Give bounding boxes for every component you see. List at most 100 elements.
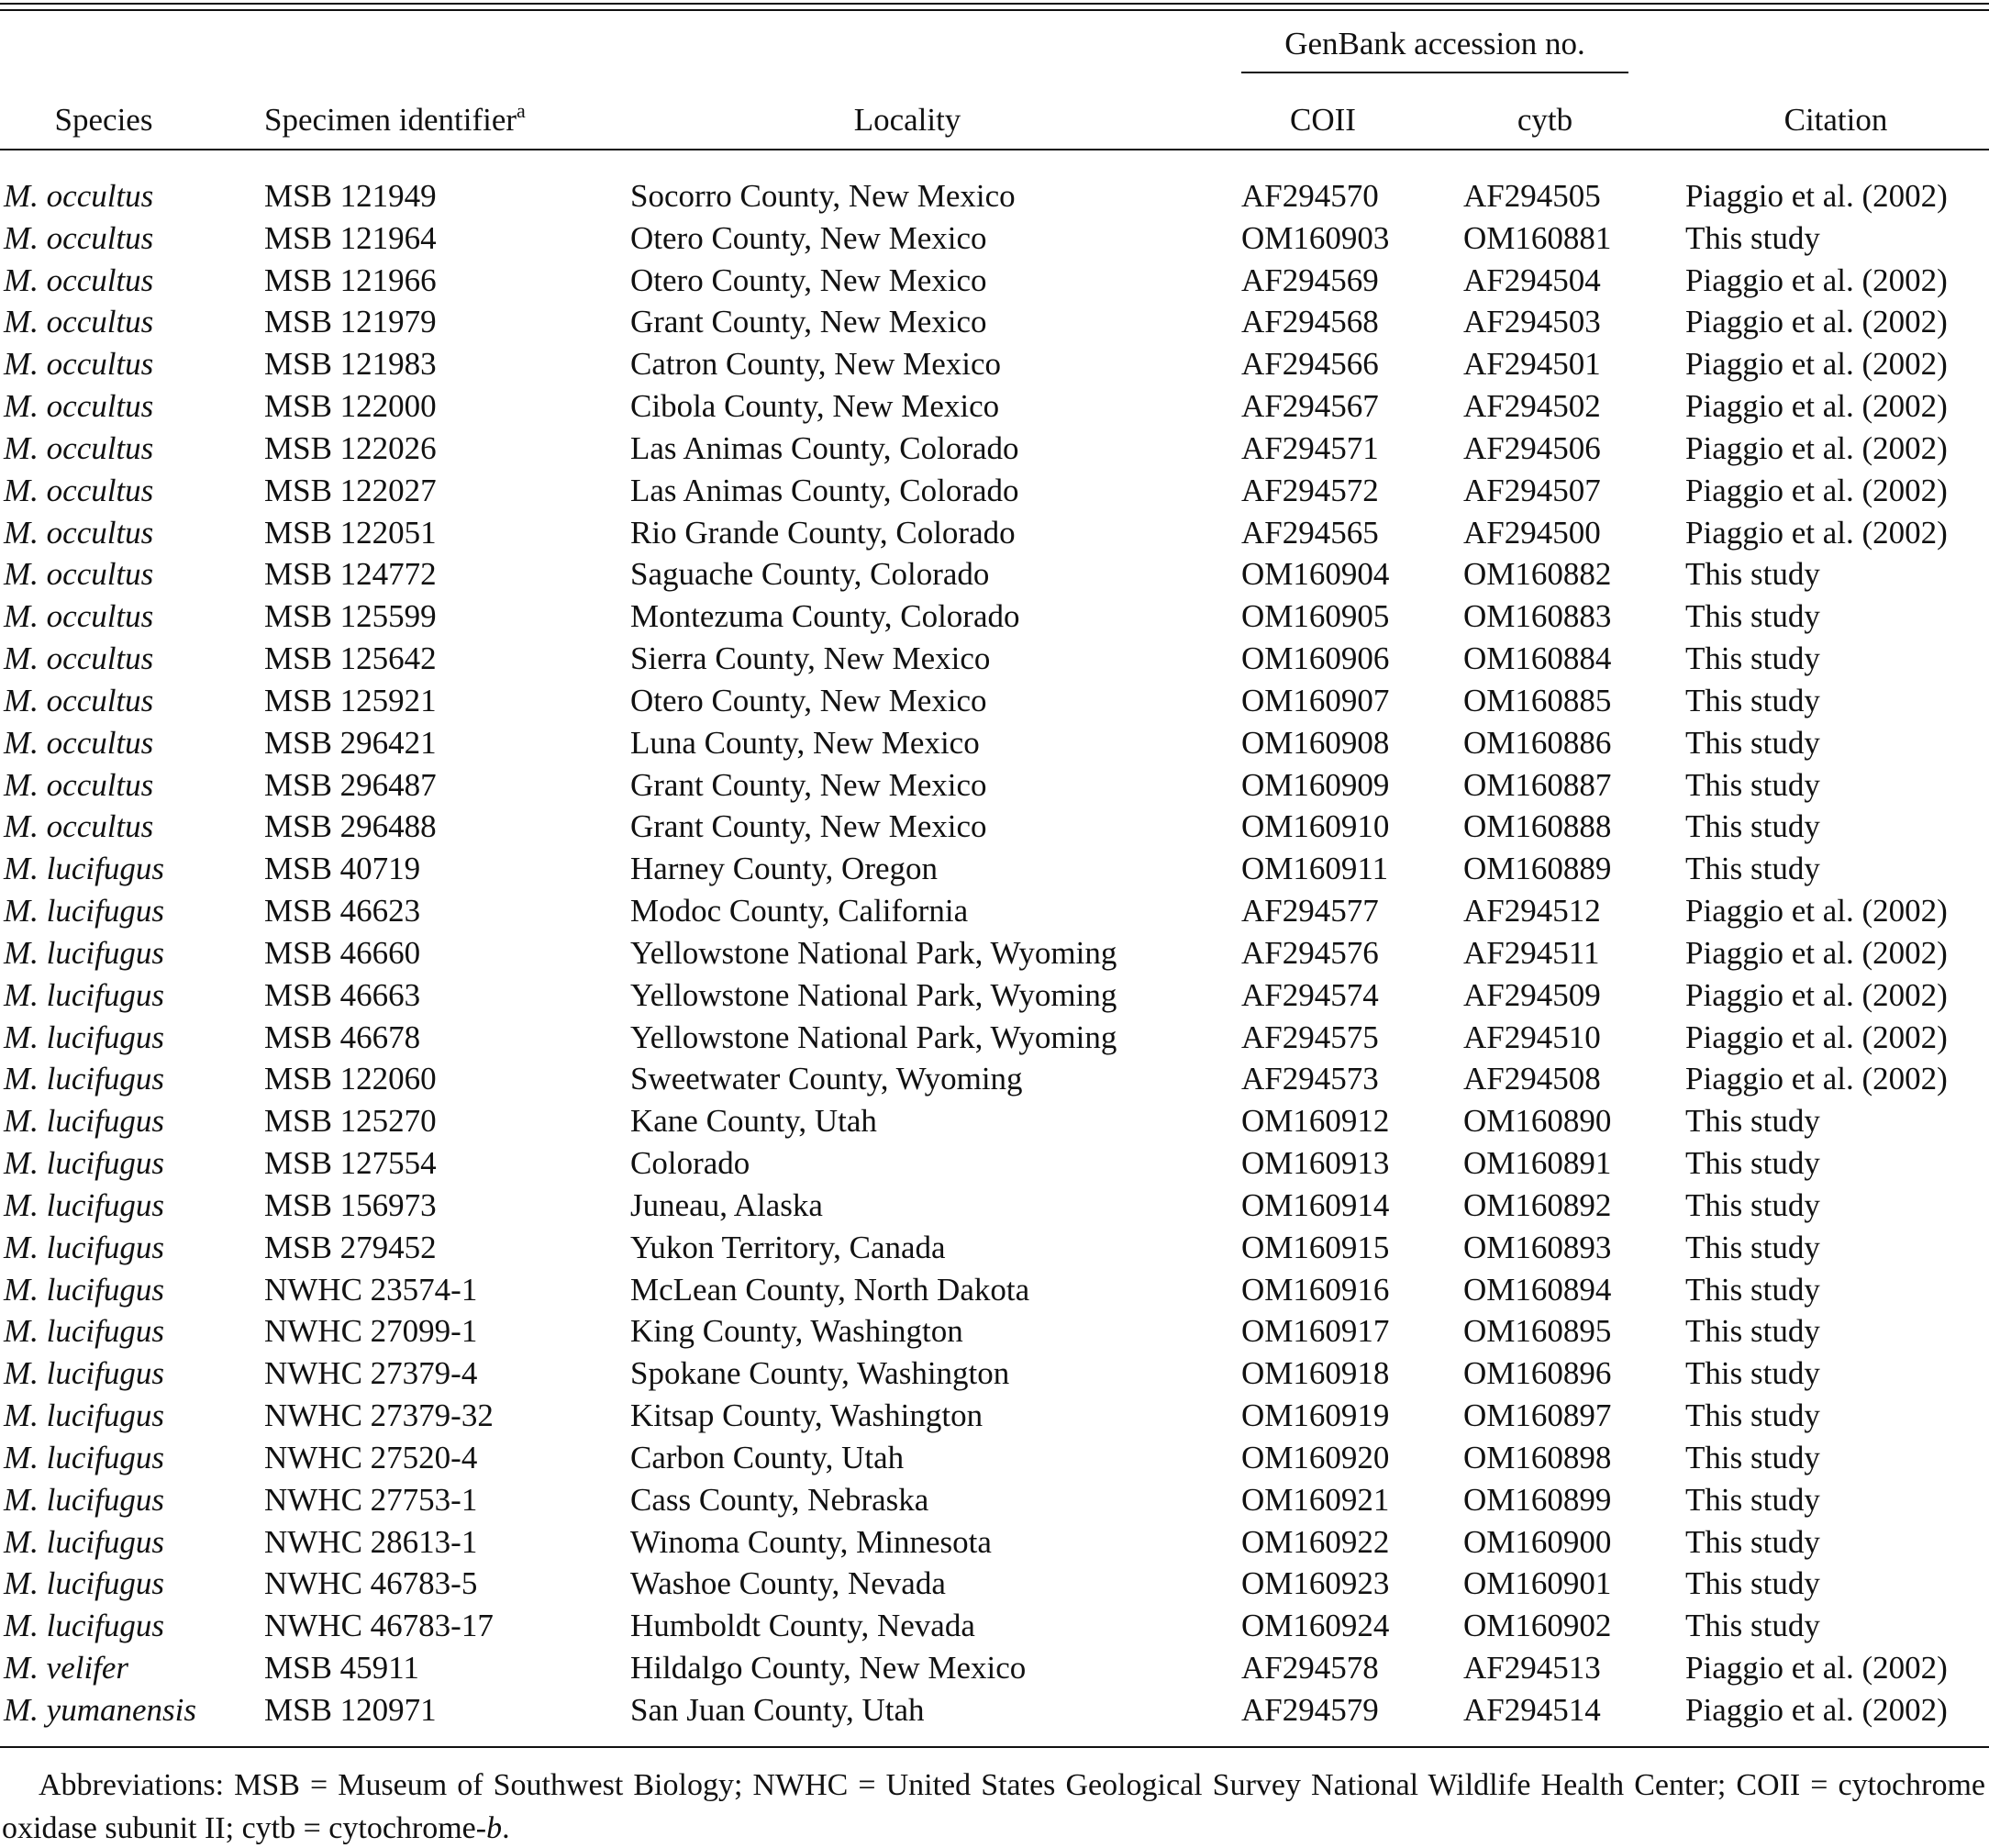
species: M. occultus	[4, 388, 154, 425]
specimen-id: MSB 122027	[264, 472, 437, 508]
cytb-accession: OM160892	[1463, 1186, 1612, 1223]
coii-accession: OM160907	[1241, 682, 1390, 718]
specimen-id: MSB 121964	[264, 219, 437, 256]
top-rule	[0, 3, 1989, 5]
specimen-id: MSB 156973	[264, 1186, 437, 1223]
locality: Montezuma County, Colorado	[630, 598, 1020, 635]
citation: This study	[1685, 1608, 1820, 1644]
locality: Sweetwater County, Wyoming	[630, 1061, 1023, 1097]
footnote-italic: b	[486, 1811, 503, 1845]
specimen-id: MSB 45911	[264, 1650, 419, 1687]
specimen-id: MSB 122060	[264, 1061, 437, 1097]
cytb-accession: OM160898	[1463, 1439, 1612, 1475]
specimen-id: MSB 125921	[264, 682, 437, 718]
locality: Yellowstone National Park, Wyoming	[630, 976, 1117, 1013]
coii-accession: AF294568	[1241, 304, 1379, 340]
coii-accession: OM160910	[1241, 808, 1390, 845]
citation: Piaggio et al. (2002)	[1685, 514, 1948, 551]
citation: This study	[1685, 1186, 1820, 1223]
specimen-id: NWHC 27753-1	[264, 1481, 478, 1518]
coii-accession: OM160915	[1241, 1229, 1390, 1265]
specimen-id: MSB 296487	[264, 766, 437, 803]
species: M. occultus	[4, 682, 154, 718]
coii-accession: OM160908	[1241, 724, 1390, 761]
citation: Piaggio et al. (2002)	[1685, 893, 1948, 930]
citation: This study	[1685, 1103, 1820, 1140]
species: M. occultus	[4, 598, 154, 635]
top-rule	[0, 9, 1989, 11]
specimen-id: MSB 296488	[264, 808, 437, 845]
cytb-accession: AF294513	[1463, 1650, 1601, 1687]
locality: Grant County, New Mexico	[630, 808, 987, 845]
species: M. lucifugus	[4, 1439, 164, 1475]
cytb-accession: OM160900	[1463, 1523, 1612, 1560]
cytb-accession: OM160899	[1463, 1481, 1612, 1518]
species: M. lucifugus	[4, 1271, 164, 1308]
species: M. lucifugus	[4, 1103, 164, 1140]
specimen-id: NWHC 27379-32	[264, 1397, 494, 1434]
citation: This study	[1685, 1313, 1820, 1350]
locality: Grant County, New Mexico	[630, 766, 987, 803]
cytb-accession: OM160881	[1463, 219, 1612, 256]
locality: Socorro County, New Mexico	[630, 178, 1016, 214]
column-header: Locality	[853, 102, 961, 138]
cytb-accession: AF294510	[1463, 1019, 1601, 1055]
citation: This study	[1685, 851, 1820, 887]
coii-accession: OM160912	[1241, 1103, 1390, 1140]
cytb-accession: AF294500	[1463, 514, 1601, 551]
species: M. occultus	[4, 262, 154, 298]
citation: Piaggio et al. (2002)	[1685, 1061, 1948, 1097]
citation: This study	[1685, 219, 1820, 256]
citation: Piaggio et al. (2002)	[1685, 262, 1948, 298]
cytb-accession: OM160887	[1463, 766, 1612, 803]
species: M. lucifugus	[4, 1608, 164, 1644]
locality: San Juan County, Utah	[630, 1691, 925, 1728]
locality: Winoma County, Minnesota	[630, 1523, 992, 1560]
locality: Cass County, Nebraska	[630, 1481, 929, 1518]
species: M. lucifugus	[4, 1481, 164, 1518]
coii-accession: OM160917	[1241, 1313, 1390, 1350]
locality: Yellowstone National Park, Wyoming	[630, 934, 1117, 971]
cytb-accession: AF294507	[1463, 472, 1601, 508]
species: M. occultus	[4, 766, 154, 803]
cytb-accession: AF294503	[1463, 304, 1601, 340]
locality: Las Animas County, Colorado	[630, 472, 1019, 508]
species: M. lucifugus	[4, 1523, 164, 1560]
coii-accession: OM160911	[1241, 851, 1389, 887]
citation: This study	[1685, 556, 1820, 593]
specimen-id: MSB 125599	[264, 598, 437, 635]
cytb-accession: AF294511	[1463, 934, 1600, 971]
species: M. occultus	[4, 429, 154, 466]
species: M. lucifugus	[4, 1019, 164, 1055]
footnote-end: .	[502, 1811, 510, 1845]
coii-accession: OM160905	[1241, 598, 1390, 635]
species: M. occultus	[4, 304, 154, 340]
specimen-id: NWHC 28613-1	[264, 1523, 478, 1560]
species: M. occultus	[4, 556, 154, 593]
cytb-accession: AF294509	[1463, 976, 1601, 1013]
coii-accession: AF294569	[1241, 262, 1379, 298]
column-header: Species	[54, 102, 153, 138]
coii-accession: OM160909	[1241, 766, 1390, 803]
coii-accession: AF294571	[1241, 429, 1379, 466]
cytb-accession: OM160882	[1463, 556, 1612, 593]
species: M. lucifugus	[4, 893, 164, 930]
locality: Kitsap County, Washington	[630, 1397, 983, 1434]
specimen-id: NWHC 27379-4	[264, 1355, 478, 1392]
species: M. lucifugus	[4, 851, 164, 887]
citation: This study	[1685, 1523, 1820, 1560]
citation: This study	[1685, 808, 1820, 845]
bottom-rule	[0, 1746, 1989, 1748]
locality: Saguache County, Colorado	[630, 556, 990, 593]
cytb-accession: OM160890	[1463, 1103, 1612, 1140]
cytb-accession: AF294501	[1463, 346, 1601, 383]
species: M. occultus	[4, 808, 154, 845]
coii-accession: AF294567	[1241, 388, 1379, 425]
citation: Piaggio et al. (2002)	[1685, 1650, 1948, 1687]
specimen-id: MSB 121983	[264, 346, 437, 383]
cytb-accession: AF294514	[1463, 1691, 1601, 1728]
species: M. lucifugus	[4, 976, 164, 1013]
species: M. lucifugus	[4, 1313, 164, 1350]
coii-accession: OM160923	[1241, 1565, 1390, 1602]
specimen-id: MSB 279452	[264, 1229, 437, 1265]
